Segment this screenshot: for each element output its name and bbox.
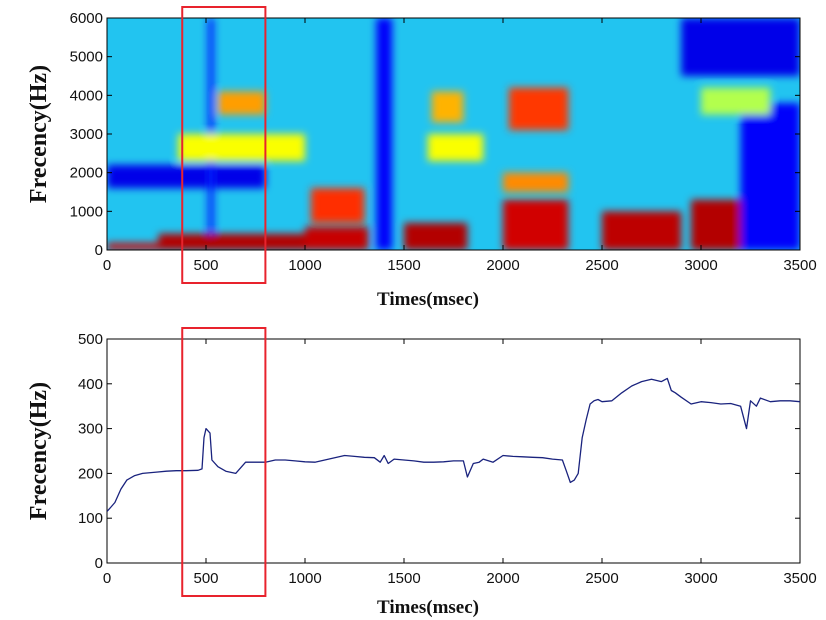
y-tick-label: 5000 [70,49,103,66]
spectrogram-energy-band [503,199,569,250]
spectrogram-low-energy-band [681,18,800,76]
x-tick-label: 0 [103,570,111,587]
spectrogram-energy-band [158,233,305,250]
spectrogram-energy-band [107,243,159,250]
y-tick-label: 100 [78,510,103,527]
spectrogram-low-energy-band [740,103,800,250]
x-tick-label: 1000 [288,570,321,587]
y-tick-label: 300 [78,421,103,438]
x-tick-label: 1500 [387,257,420,274]
spectrogram-x-ticks: 0 500 1000 1500 2000 2500 3000 3500 [103,18,817,274]
spectrogram-low-energy-band [376,18,393,250]
spectrogram-x-axis-label: Times(msec) [377,289,479,310]
spectrogram-energy-band [701,87,771,115]
spectrogram-cells [107,18,800,250]
x-tick-label: 2500 [585,570,618,587]
y-tick-label: 500 [78,331,103,348]
y-tick-label: 6000 [70,10,103,27]
spectrogram-energy-band [404,222,468,250]
x-tick-label: 1500 [387,570,420,587]
spectrogram-chart: 0 500 1000 1500 2000 2500 3000 3500 0 1000 2000 30… [26,6,817,310]
x-tick-label: 3000 [684,257,717,274]
spectrogram-energy-band [217,91,266,115]
x-tick-label: 2000 [486,570,519,587]
line-chart-y-ticks: 0 100 200 300 400 500 [78,331,800,572]
line-chart-highlight-box [181,327,267,597]
y-tick-label: 0 [95,555,103,572]
spectrogram-y-axis-label: Frecency(Hz) [26,65,52,203]
line-chart-frame [106,338,801,564]
y-tick-label: 4000 [70,87,103,104]
spectrogram-energy-band [602,211,682,250]
y-tick-label: 0 [95,242,103,259]
line-chart-x-axis-label: Times(msec) [377,597,479,618]
y-tick-label: 1000 [70,203,103,220]
line-chart-x-ticks: 0 500 1000 1500 2000 2500 3000 3500 [103,339,817,587]
y-tick-label: 200 [78,465,103,482]
x-tick-label: 500 [193,570,218,587]
spectrogram-energy-band [427,134,484,162]
spectrogram-energy-band [178,134,305,162]
y-tick-label: 3000 [70,126,103,143]
line-chart-y-axis-label: Frecency(Hz) [26,382,52,520]
x-tick-label: 2500 [585,257,618,274]
x-tick-label: 3000 [684,570,717,587]
spectrogram-energy-band [508,87,569,131]
y-tick-label: 2000 [70,165,103,182]
x-tick-label: 1000 [288,257,321,274]
spectrogram-energy-band [305,226,369,250]
spectrogram-low-energy-band [107,164,266,189]
pitch-series-line [107,377,800,512]
x-tick-label: 500 [193,257,218,274]
x-tick-label: 3500 [783,257,816,274]
spectrogram-energy-band [691,199,741,250]
x-tick-label: 2000 [486,257,519,274]
spectrogram-energy-band [310,188,365,223]
x-tick-label: 0 [103,257,111,274]
y-tick-label: 400 [78,376,103,393]
spectrogram-highlight-box [181,6,267,284]
spectrogram-y-ticks: 0 1000 2000 3000 4000 5000 6000 [70,10,800,259]
spectrogram-energy-band [503,172,569,192]
pitch-line-chart: 0 500 1000 1500 2000 2500 3000 3500 0 100 200 300 4… [26,327,817,618]
spectrogram-energy-band [431,91,464,123]
x-tick-label: 3500 [783,570,816,587]
